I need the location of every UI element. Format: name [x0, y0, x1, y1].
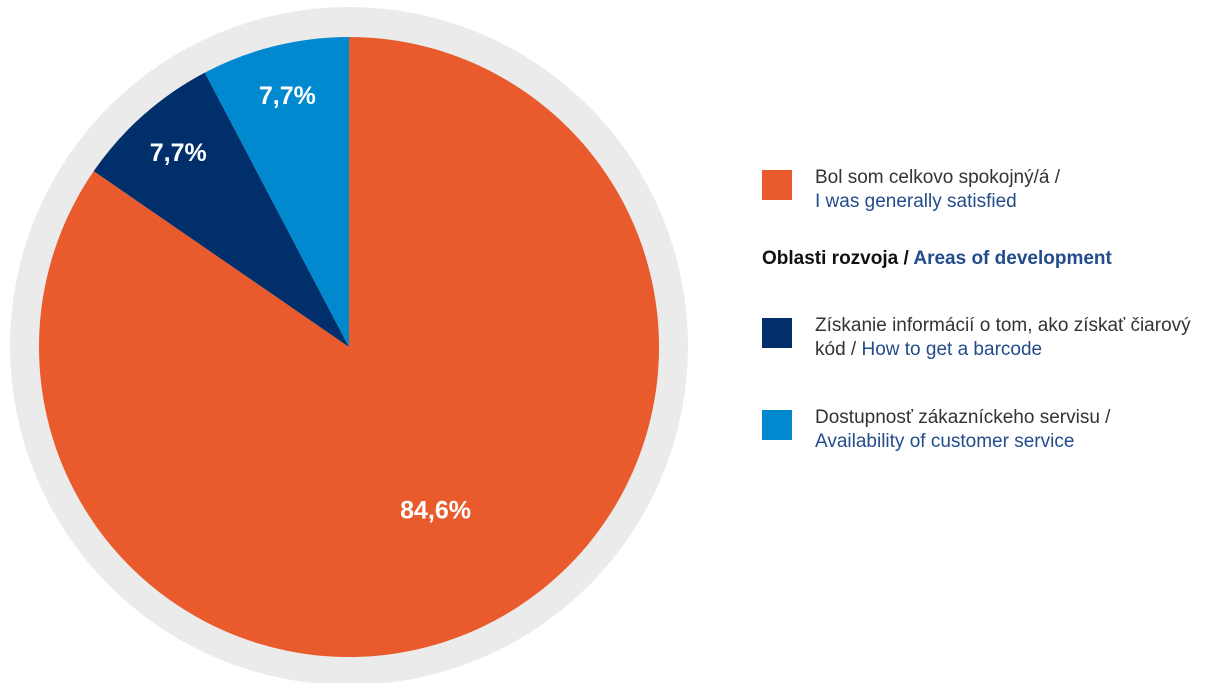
- slice-label: 7,7%: [259, 82, 316, 110]
- legend-text-en: How to get a barcode: [861, 339, 1043, 360]
- slice-label: 84,6%: [400, 496, 471, 524]
- pie-slice: [39, 37, 659, 657]
- legend-swatch: [762, 318, 792, 348]
- legend-text: Dostupnosť zákazníckeho servisu / Availa…: [815, 406, 1215, 454]
- legend-text-en: I was generally satisfied: [815, 191, 1017, 212]
- legend-heading-sk: Oblasti rozvoja /: [762, 248, 909, 269]
- legend-text-sk: Bol som celkovo spokojný/á /: [815, 167, 1061, 188]
- legend-text: Získanie informácií o tom, ako získať či…: [815, 314, 1215, 362]
- legend-swatch: [762, 170, 792, 200]
- legend-heading: Oblasti rozvoja / Areas of development: [762, 248, 1112, 270]
- legend-text-sk: Získanie informácií o tom, ako získať či…: [815, 315, 1191, 360]
- pie-slice: [204, 37, 349, 347]
- legend-swatch: [762, 410, 792, 440]
- legend-text-en: Availability of customer service: [815, 431, 1075, 452]
- pie-slice: [93, 72, 349, 347]
- legend-text: Bol som celkovo spokojný/á / I was gener…: [815, 166, 1215, 214]
- pie-chart: 84,6% 7,7% 7,7%: [10, 7, 688, 683]
- legend-heading-en: Areas of development: [913, 248, 1112, 269]
- legend-text-sk: Dostupnosť zákazníckeho servisu /: [815, 407, 1111, 428]
- slice-label: 7,7%: [150, 139, 207, 167]
